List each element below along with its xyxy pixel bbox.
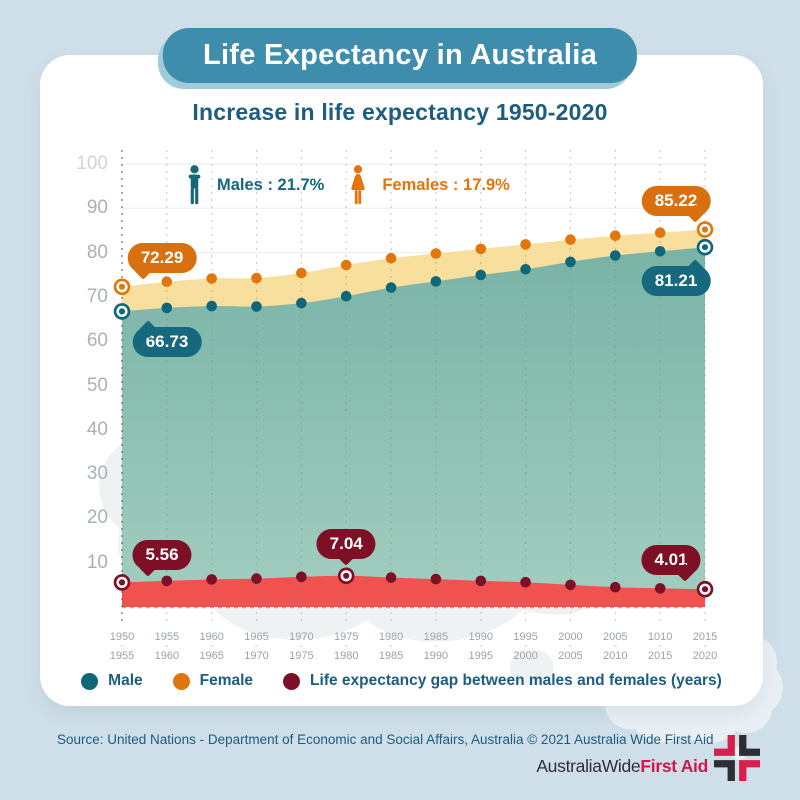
y-axis-label: 20 xyxy=(86,507,108,529)
x-axis-label: 2015-2020 xyxy=(692,631,718,662)
chart-subtitle: Increase in life expectancy 1950-2020 xyxy=(192,99,608,125)
stat-males: Males : 21.7% xyxy=(186,165,324,205)
card xyxy=(40,55,763,706)
females-stat-label: Females : 17.9% xyxy=(382,175,510,194)
callout-female-85.22: 85.22 xyxy=(641,186,711,217)
brand-logo: AustraliaWideFirst Aid xyxy=(536,735,760,781)
callout-gap-7.04: 7.04 xyxy=(316,528,376,559)
callout-gap-5.56: 5.56 xyxy=(132,540,192,571)
legend-label: Life expectancy gap between males and fe… xyxy=(310,672,722,689)
callout-male-66.73: 66.73 xyxy=(132,327,202,358)
legend-dot xyxy=(81,672,99,690)
legend-item-life: Life expectancy gap between males and fe… xyxy=(283,672,722,690)
callout-gap-4.01: 4.01 xyxy=(641,545,701,576)
brand-text-dark: AustraliaWide xyxy=(536,756,641,776)
legend-dot xyxy=(283,672,301,690)
y-axis-label: 100 xyxy=(76,153,108,174)
legend-item-male: Male xyxy=(81,672,143,690)
stat-legend: Males : 21.7% Females : 17.9% xyxy=(186,165,510,205)
y-axis-label: 80 xyxy=(86,241,108,263)
y-axis-label: 60 xyxy=(86,330,108,352)
y-axis-label: 90 xyxy=(86,197,108,219)
callout-male-81.21: 81.21 xyxy=(641,266,711,297)
legend-item-female: Female xyxy=(172,672,254,690)
y-axis-label: 50 xyxy=(86,374,108,396)
brand-text-red: First Aid xyxy=(640,756,708,776)
source-note: Source: United Nations - Department of E… xyxy=(57,732,714,747)
y-axis-label: 30 xyxy=(86,463,108,485)
brand-text: AustraliaWideFirst Aid xyxy=(536,756,708,777)
males-stat-label: Males : 21.7% xyxy=(217,175,325,194)
legend-dot xyxy=(172,672,190,690)
page-title: Life Expectancy in Australia xyxy=(162,28,638,83)
first-aid-cross-icon xyxy=(714,735,760,781)
legend-label: Male xyxy=(108,672,143,689)
stat-females: Females : 17.9% xyxy=(348,165,510,205)
y-axis-label: 40 xyxy=(86,418,108,440)
callout-female-72.29: 72.29 xyxy=(127,242,197,273)
male-person-icon xyxy=(188,165,201,205)
y-axis-label: 10 xyxy=(86,551,108,573)
legend-label: Female xyxy=(199,672,254,689)
chart-legend: Male Female Life expectancy gap between ma… xyxy=(40,672,763,690)
female-person-icon xyxy=(351,165,366,205)
y-axis-label: 70 xyxy=(86,285,108,307)
